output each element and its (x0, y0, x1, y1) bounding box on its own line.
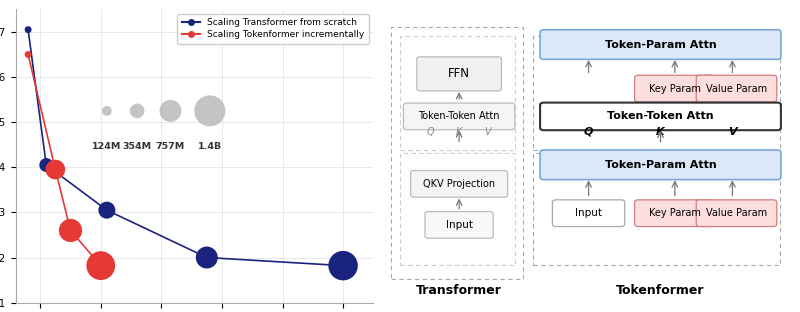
FancyBboxPatch shape (634, 200, 715, 227)
Text: V: V (728, 127, 737, 137)
Text: Q: Q (584, 127, 594, 137)
Point (130, 108, 143, 113)
FancyBboxPatch shape (540, 150, 781, 180)
Bar (391, 27, 523, 279)
Text: QKV Projection: QKV Projection (423, 179, 495, 189)
Point (22, 27, 34, 32)
Point (22, 52, 34, 57)
Bar (399, 36, 514, 150)
Text: Token-Param Attn: Token-Param Attn (605, 40, 716, 50)
Text: Key Param: Key Param (649, 208, 701, 218)
FancyBboxPatch shape (403, 103, 515, 130)
Point (40, 163, 53, 168)
Point (337, 263, 350, 268)
Text: K: K (456, 127, 462, 137)
Point (203, 108, 216, 113)
Text: Token-Token Attn: Token-Token Attn (418, 111, 500, 121)
Legend: Scaling Transformer from scratch, Scaling Tokenformer incrementally: Scaling Transformer from scratch, Scalin… (178, 14, 369, 44)
Point (164, 108, 177, 113)
Point (101, 208, 114, 213)
FancyBboxPatch shape (553, 200, 625, 227)
Point (200, 255, 213, 260)
FancyBboxPatch shape (425, 212, 494, 238)
FancyBboxPatch shape (410, 171, 508, 197)
Point (101, 108, 114, 113)
Text: 757M: 757M (156, 143, 185, 151)
Text: Tokenformer: Tokenformer (616, 284, 705, 297)
Point (94, 263, 107, 268)
Text: V: V (485, 127, 491, 137)
FancyBboxPatch shape (696, 75, 777, 102)
Bar (533, 153, 780, 265)
Text: Value Param: Value Param (706, 84, 767, 94)
Text: 1.4B: 1.4B (198, 143, 222, 151)
FancyBboxPatch shape (634, 75, 715, 102)
Text: 354M: 354M (122, 143, 152, 151)
Bar (533, 36, 780, 150)
FancyBboxPatch shape (540, 30, 781, 59)
Text: Token-Token Attn: Token-Token Attn (607, 111, 714, 121)
Text: Value Param: Value Param (706, 208, 767, 218)
Text: Token-Param Attn: Token-Param Attn (605, 160, 716, 170)
Text: Q: Q (426, 127, 434, 137)
Text: Input: Input (446, 220, 473, 230)
Text: K: K (656, 127, 665, 137)
Bar (399, 153, 514, 265)
Point (64, 228, 77, 233)
Text: Input: Input (575, 208, 602, 218)
Point (49, 167, 62, 172)
FancyBboxPatch shape (417, 57, 502, 91)
Text: FFN: FFN (448, 67, 470, 80)
Text: 124M: 124M (92, 143, 122, 151)
FancyBboxPatch shape (540, 103, 781, 130)
Text: Key Param: Key Param (649, 84, 701, 94)
FancyBboxPatch shape (696, 200, 777, 227)
Text: Transformer: Transformer (416, 284, 502, 297)
